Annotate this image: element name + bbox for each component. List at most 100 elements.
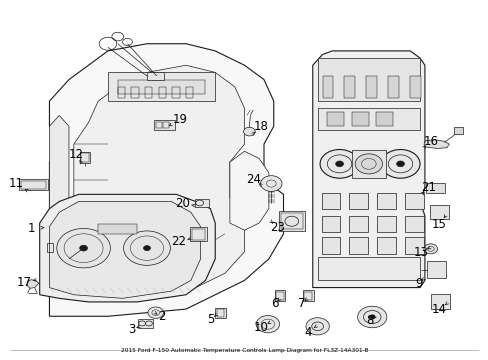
Bar [274, 291, 285, 301]
Bar [303, 291, 313, 301]
Bar [163, 122, 168, 129]
Circle shape [335, 161, 343, 167]
Bar [118, 87, 125, 98]
Text: 17: 17 [17, 276, 32, 289]
Polygon shape [40, 194, 215, 302]
Circle shape [320, 149, 358, 178]
Circle shape [380, 149, 419, 178]
Bar [216, 310, 224, 317]
Polygon shape [423, 140, 448, 148]
Bar [351, 149, 385, 178]
Bar [172, 87, 179, 98]
Bar [194, 199, 209, 207]
Bar [156, 122, 162, 129]
Bar [317, 257, 419, 280]
Polygon shape [49, 202, 200, 298]
Circle shape [357, 306, 386, 328]
Circle shape [354, 154, 382, 174]
Bar [429, 205, 448, 220]
Text: 7: 7 [298, 297, 305, 310]
Bar [351, 112, 368, 126]
Bar [191, 229, 204, 239]
Bar [278, 211, 305, 231]
Bar [98, 224, 137, 234]
Bar [276, 292, 283, 300]
Bar [317, 108, 419, 130]
Circle shape [256, 316, 279, 333]
Bar [321, 216, 339, 232]
Bar [366, 76, 376, 98]
Bar [80, 152, 90, 163]
Bar [118, 80, 205, 94]
Bar [145, 87, 152, 98]
Ellipse shape [54, 202, 161, 288]
Bar [377, 237, 395, 253]
Bar [427, 261, 445, 278]
Bar [377, 193, 395, 209]
Bar [131, 87, 139, 98]
Bar [21, 181, 45, 189]
Text: 5: 5 [206, 313, 214, 327]
Bar [321, 237, 339, 253]
Bar [405, 193, 423, 209]
Circle shape [305, 318, 329, 335]
Polygon shape [74, 65, 244, 295]
Bar [425, 183, 445, 193]
Text: 10: 10 [253, 320, 268, 333]
Circle shape [148, 307, 163, 319]
Text: 8: 8 [366, 314, 373, 327]
Bar [81, 153, 89, 162]
Bar [405, 216, 423, 232]
Circle shape [143, 246, 150, 251]
Text: 20: 20 [174, 197, 189, 210]
Polygon shape [229, 151, 268, 230]
Text: 18: 18 [254, 121, 268, 134]
Circle shape [57, 228, 110, 268]
Text: 12: 12 [69, 148, 83, 161]
Bar [349, 193, 367, 209]
Bar [405, 237, 423, 253]
Text: 14: 14 [431, 303, 446, 316]
Text: 9: 9 [414, 278, 422, 291]
Bar [375, 112, 392, 126]
Text: 1: 1 [27, 222, 35, 235]
Bar [47, 243, 53, 252]
Text: 2015 Ford F-150 Automatic Temperature Controls Lamp Diagram for FL3Z-14A301-B: 2015 Ford F-150 Automatic Temperature Co… [121, 348, 367, 353]
Bar [409, 76, 420, 98]
Text: 13: 13 [413, 246, 427, 259]
Circle shape [123, 231, 170, 265]
Text: 4: 4 [304, 326, 311, 339]
Bar [344, 76, 354, 98]
Circle shape [423, 244, 437, 254]
Bar [19, 179, 47, 190]
Polygon shape [27, 280, 39, 288]
Bar [453, 127, 462, 134]
Text: 19: 19 [172, 113, 187, 126]
Polygon shape [49, 116, 69, 234]
Bar [189, 227, 206, 241]
Text: 23: 23 [270, 221, 285, 234]
Bar [147, 72, 163, 80]
Bar [154, 120, 174, 130]
Bar [430, 294, 449, 309]
Bar [327, 112, 344, 126]
Bar [304, 292, 311, 300]
Ellipse shape [64, 209, 152, 280]
Text: 6: 6 [271, 297, 278, 310]
Text: 3: 3 [127, 323, 135, 336]
Bar [185, 87, 193, 98]
Bar [349, 216, 367, 232]
Bar [377, 216, 395, 232]
Circle shape [260, 176, 282, 192]
Bar [158, 87, 165, 98]
Polygon shape [49, 44, 283, 316]
Bar [322, 76, 332, 98]
Text: 24: 24 [245, 173, 260, 186]
Text: 16: 16 [423, 135, 437, 148]
Bar [349, 237, 367, 253]
Text: 2: 2 [158, 310, 165, 324]
Circle shape [396, 161, 404, 167]
Text: 15: 15 [431, 218, 446, 231]
Text: 22: 22 [171, 235, 186, 248]
Text: 21: 21 [421, 181, 435, 194]
